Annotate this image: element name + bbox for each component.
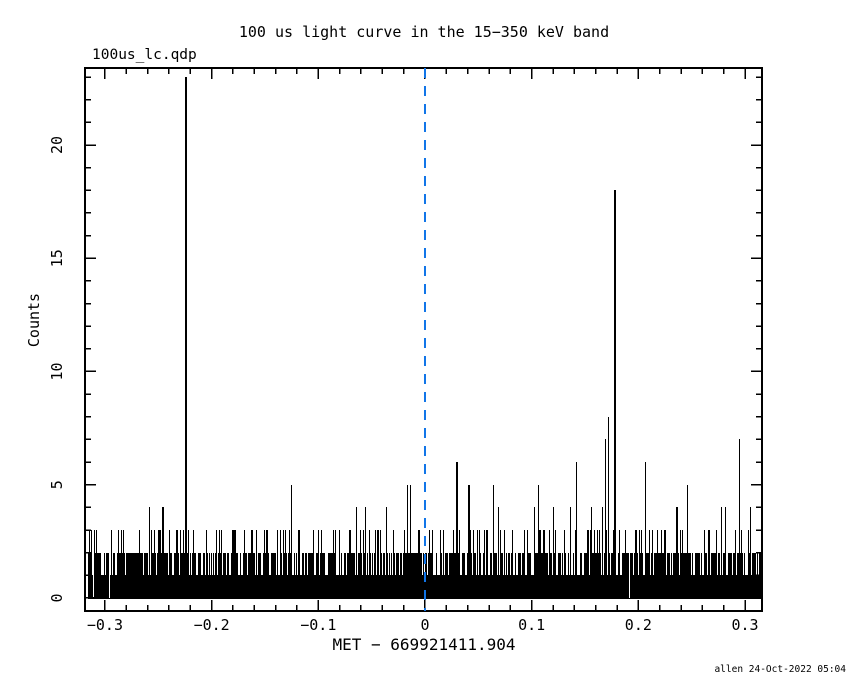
x-tick-label: 0.3 — [731, 616, 758, 634]
y-tick-label: 10 — [48, 362, 66, 380]
plot-frame — [84, 67, 763, 612]
y-tick-label: 20 — [48, 136, 66, 154]
x-tick-label: −0.1 — [300, 616, 336, 634]
y-axis-label: Counts — [25, 293, 43, 347]
x-tick-label: −0.3 — [87, 616, 123, 634]
y-tick-label: 5 — [48, 480, 66, 489]
credit-text: allen 24-Oct-2022 05:04 — [714, 664, 846, 675]
x-tick-label: −0.2 — [194, 616, 230, 634]
filename-label: 100us_lc.qdp — [92, 47, 197, 63]
x-axis-label: MET − 669921411.904 — [332, 635, 515, 654]
x-tick-label: 0.2 — [625, 616, 652, 634]
x-tick-label: 0.1 — [518, 616, 545, 634]
plot-title: 100 us light curve in the 15−350 keV ban… — [239, 23, 609, 41]
y-tick-label: 15 — [48, 249, 66, 267]
x-tick-label: 0 — [420, 616, 429, 634]
y-tick-label: 0 — [48, 593, 66, 602]
